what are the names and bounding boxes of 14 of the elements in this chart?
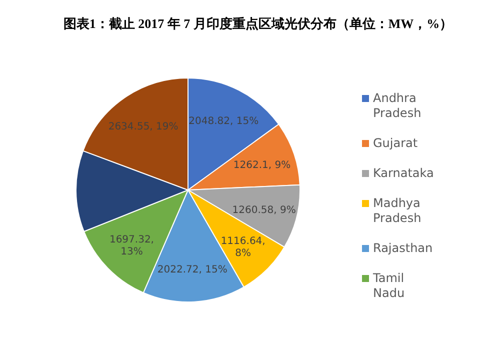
legend-label: Karnataka [373,166,434,180]
data-label: 2048.82, 15% [188,116,259,128]
legend-label: Rajasthan [373,241,433,255]
data-label: 2022.72, 15% [157,264,228,276]
data-label: 2634.55, 19% [108,122,178,133]
chart-title: 图表1：截止 2017 年 7 月印度重点区域光伏分布（单位：MW，%） [63,16,453,31]
legend-label: Gujarat [373,136,418,150]
legend-label: Andhra Pradesh [373,91,422,120]
data-label: 1116.64, 8% [220,236,266,259]
data-label: 1697.32, 13% [109,234,154,258]
data-label: 1262.1, 9% [233,160,291,172]
legend-label: Tamil Nadu [372,271,405,300]
legend-label: Madhya Pradesh [373,196,422,225]
data-label: 1260.58, 9% [232,204,296,216]
